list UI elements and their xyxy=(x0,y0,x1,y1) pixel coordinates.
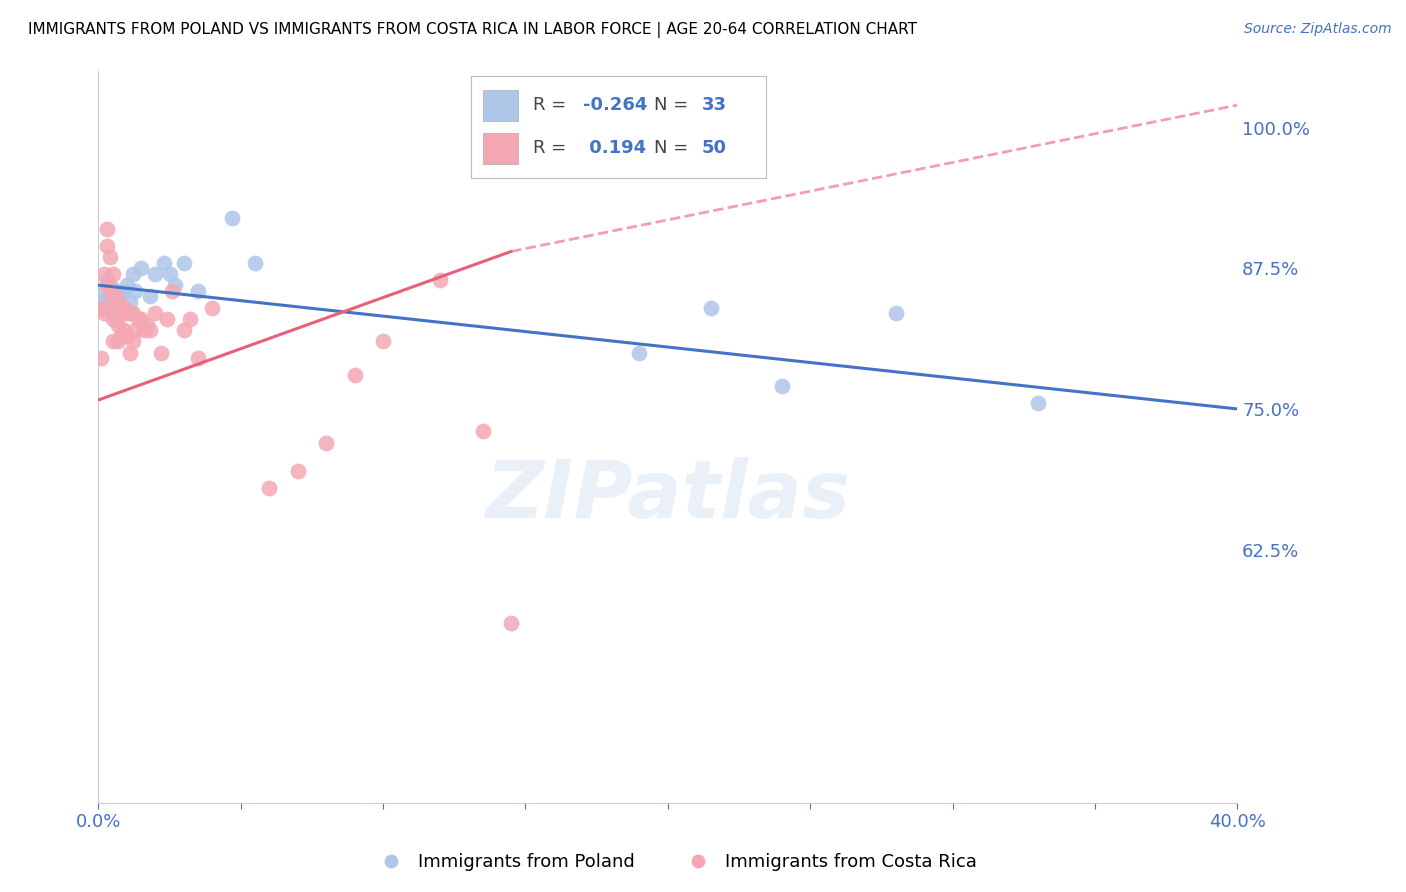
Point xyxy=(127,312,149,326)
Point xyxy=(115,328,138,343)
Point xyxy=(110,301,132,315)
Point xyxy=(104,295,127,310)
Point xyxy=(112,301,135,315)
Text: 0.194: 0.194 xyxy=(583,138,647,157)
Point xyxy=(96,278,118,293)
Point xyxy=(96,222,118,236)
Point xyxy=(770,379,793,393)
Point xyxy=(90,301,112,315)
Point xyxy=(104,289,127,303)
Point xyxy=(101,312,124,326)
Point xyxy=(118,306,141,320)
Point xyxy=(1026,396,1049,410)
Point xyxy=(201,301,224,315)
Point xyxy=(101,334,124,349)
Point xyxy=(135,318,157,332)
Legend: Immigrants from Poland, Immigrants from Costa Rica: Immigrants from Poland, Immigrants from … xyxy=(366,847,984,879)
Point xyxy=(121,334,143,349)
Bar xyxy=(482,90,519,121)
Point xyxy=(259,481,281,495)
Point xyxy=(101,301,124,315)
Point xyxy=(93,301,115,315)
Point xyxy=(96,272,118,286)
Point xyxy=(107,295,129,310)
Point xyxy=(98,301,121,315)
Text: N =: N = xyxy=(654,138,695,157)
Point xyxy=(884,306,907,320)
Point xyxy=(118,295,141,310)
Point xyxy=(156,312,179,326)
Point xyxy=(138,323,160,337)
Point xyxy=(101,267,124,281)
Point xyxy=(162,284,184,298)
Text: ZIPatlas: ZIPatlas xyxy=(485,457,851,534)
Point xyxy=(132,323,155,337)
Point xyxy=(173,323,195,337)
Point xyxy=(471,425,494,439)
Bar xyxy=(482,133,519,164)
Point xyxy=(187,351,209,366)
Point xyxy=(96,239,118,253)
Point xyxy=(98,250,121,264)
Point xyxy=(104,312,127,326)
Point xyxy=(101,289,124,303)
Point xyxy=(107,334,129,349)
Point xyxy=(129,261,152,276)
Point xyxy=(187,284,209,298)
Point xyxy=(628,345,651,359)
Point xyxy=(124,284,146,298)
Point xyxy=(107,284,129,298)
Text: R =: R = xyxy=(533,95,572,113)
Text: IMMIGRANTS FROM POLAND VS IMMIGRANTS FROM COSTA RICA IN LABOR FORCE | AGE 20-64 : IMMIGRANTS FROM POLAND VS IMMIGRANTS FRO… xyxy=(28,22,917,38)
Point xyxy=(107,318,129,332)
Point xyxy=(118,345,141,359)
Text: 50: 50 xyxy=(702,138,727,157)
Text: R =: R = xyxy=(533,138,572,157)
Text: Source: ZipAtlas.com: Source: ZipAtlas.com xyxy=(1244,22,1392,37)
Point xyxy=(104,284,127,298)
Point xyxy=(110,289,132,303)
Point xyxy=(93,284,115,298)
Point xyxy=(165,278,187,293)
Point xyxy=(159,267,181,281)
Point xyxy=(243,255,266,269)
Point xyxy=(101,295,124,310)
Point xyxy=(90,351,112,366)
Point xyxy=(96,295,118,310)
Point xyxy=(93,267,115,281)
Point xyxy=(221,211,243,225)
Point xyxy=(501,615,523,630)
Point xyxy=(112,323,135,337)
Point xyxy=(138,289,160,303)
Point xyxy=(315,435,337,450)
Point xyxy=(429,272,451,286)
Text: N =: N = xyxy=(654,95,695,113)
Point xyxy=(115,278,138,293)
Point xyxy=(145,306,167,320)
Point xyxy=(129,312,152,326)
Point xyxy=(150,345,173,359)
Point xyxy=(93,306,115,320)
Point xyxy=(98,278,121,293)
Point xyxy=(287,464,309,478)
Point xyxy=(121,267,143,281)
Point xyxy=(90,295,112,310)
Point xyxy=(115,306,138,320)
Point xyxy=(121,306,143,320)
Point xyxy=(153,255,176,269)
Text: 33: 33 xyxy=(702,95,727,113)
Point xyxy=(124,323,146,337)
Point xyxy=(110,328,132,343)
Text: -0.264: -0.264 xyxy=(583,95,648,113)
Point xyxy=(145,267,167,281)
Point xyxy=(98,284,121,298)
Point xyxy=(179,312,201,326)
Point xyxy=(112,284,135,298)
Point xyxy=(373,334,395,349)
Point xyxy=(343,368,366,383)
Point xyxy=(173,255,195,269)
Point xyxy=(699,301,721,315)
